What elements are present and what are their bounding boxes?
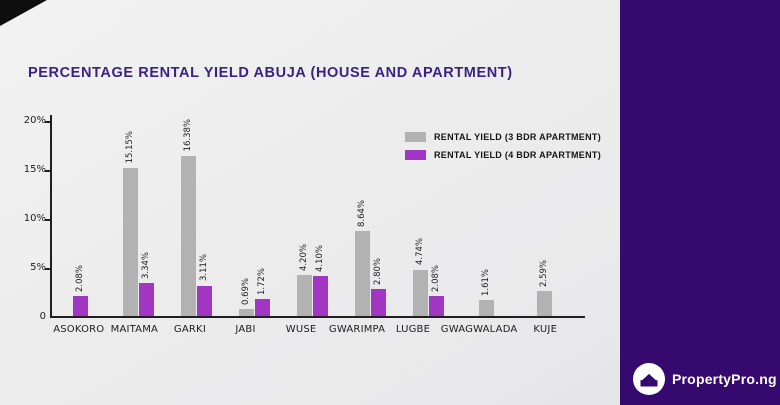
category-label-lugbe: LUGBE: [395, 324, 431, 335]
bar-value-label: 4.10%: [314, 244, 325, 272]
bar-3bdr-jabi: [238, 309, 254, 316]
category-label-wuse: WUSE: [285, 324, 317, 335]
bar-3bdr-maitama: [122, 167, 138, 316]
bar-unit: 2.59%: [536, 259, 552, 316]
bar-pair: 4.20% 4.10%: [296, 243, 328, 316]
bar-value-label: 3.34%: [140, 252, 151, 280]
bar-pair: 16.38% 3.11%: [180, 119, 212, 316]
bar-unit: 2.08%: [428, 264, 444, 316]
bar-unit: 2.80%: [370, 257, 386, 316]
y-axis-line: [50, 115, 52, 318]
bar-value-label: 2.08%: [74, 264, 85, 292]
brand-panel: PropertyPro.ng: [620, 0, 780, 405]
bar-pair: 15.15% 3.34%: [122, 131, 154, 316]
bar-value-label: 1.61%: [480, 269, 491, 297]
brand-name: PropertyPro.ng: [672, 371, 777, 387]
category-label-garki: GARKI: [173, 324, 206, 335]
bar-value-label: 15.15%: [124, 131, 135, 164]
category-label-kuje: KUJE: [533, 324, 558, 335]
bar-unit: 15.15%: [122, 131, 138, 316]
bar-value-label: 0.69%: [240, 278, 251, 306]
bar-group-lugbe: 4.74% 2.08%: [399, 238, 457, 316]
bar-value-label: 2.59%: [538, 259, 549, 287]
bar-unit: 2.08%: [72, 264, 88, 316]
category-label-gwarimpa: GWARIMPA: [328, 324, 386, 335]
category-label-jabi: JABI: [235, 324, 256, 335]
bar-unit: 8.64%: [354, 200, 370, 316]
bar-unit: 3.11%: [196, 254, 212, 316]
bar-4bdr-lugbe: [428, 295, 444, 316]
bar-unit: 3.34%: [138, 252, 154, 316]
bar-4bdr-gwarimpa: [370, 288, 386, 316]
bar-3bdr-lugbe: [412, 269, 428, 316]
y-tick-label-20: 20%: [23, 115, 46, 126]
y-tick-label-15: 15%: [23, 164, 46, 175]
bar-value-label: 4.20%: [298, 243, 309, 271]
category-labels: ASOKORO MAITAMA GARKI JABI WUSE GWARIMPA LUGBE…: [51, 324, 573, 335]
bar-value-label: 3.11%: [198, 254, 209, 282]
bar-3bdr-gwagwalada: [478, 300, 494, 316]
propertypro-house-icon: [633, 363, 665, 395]
bar-pair: 8.64% 2.80%: [354, 200, 386, 316]
bar-3bdr-gwarimpa: [354, 231, 370, 316]
bar-4bdr-jabi: [254, 299, 270, 316]
y-tick-label-0: 0: [39, 311, 46, 322]
bar-value-label: 2.80%: [372, 257, 383, 285]
category-label-gwagwalada: GWAGWALADA: [440, 324, 518, 335]
bar-value-label: 1.72%: [256, 268, 267, 296]
bar-groups: 2.08% 15.15% 3.34% 16.38% 3.11% 0.69% 1.72% 4.2…: [51, 98, 573, 316]
y-tick-mark: [45, 121, 50, 123]
bar-3bdr-kuje: [536, 290, 552, 316]
bar-4bdr-asokoro: [72, 295, 88, 316]
bar-unit: 4.74%: [412, 238, 428, 316]
bar-group-gwarimpa: 8.64% 2.80%: [341, 200, 399, 316]
x-axis-line: [50, 316, 585, 318]
bar-group-gwagwalada: 1.61%: [457, 269, 515, 316]
bar-group-maitama: 15.15% 3.34%: [109, 131, 167, 316]
bar-4bdr-wuse: [312, 275, 328, 316]
legend-swatch-3bdr: [405, 131, 426, 142]
chart-title: PERCENTAGE RENTAL YIELD ABUJA (HOUSE AND…: [28, 65, 513, 81]
bar-pair: 2.59%: [536, 259, 552, 316]
bar-group-jabi: 0.69% 1.72%: [225, 268, 283, 316]
category-label-maitama: MAITAMA: [110, 324, 159, 335]
chart-legend: RENTAL YIELD (3 BDR APARTMENT) RENTAL YI…: [405, 129, 601, 165]
bar-unit: 4.20%: [296, 243, 312, 316]
legend-label-4bdr: RENTAL YIELD (4 BDR APARTMENT): [434, 149, 602, 160]
brand-logo: PropertyPro.ng: [632, 362, 777, 396]
legend-row-3bdr: RENTAL YIELD (3 BDR APARTMENT): [405, 129, 601, 144]
bar-unit: 1.72%: [254, 268, 270, 316]
y-tick-label-10: 10%: [23, 213, 46, 224]
bar-4bdr-maitama: [138, 283, 154, 316]
bar-group-wuse: 4.20% 4.10%: [283, 244, 341, 316]
bar-group-asokoro: 2.08%: [51, 265, 109, 316]
bar-pair: 4.74% 2.08%: [412, 238, 444, 316]
bar-value-label: 2.08%: [430, 264, 441, 292]
bar-unit: 1.61%: [478, 269, 494, 316]
bar-4bdr-garki: [196, 285, 212, 316]
y-tick-mark: [45, 170, 50, 172]
bar-3bdr-garki: [180, 155, 196, 316]
y-tick-mark: [45, 219, 50, 221]
legend-swatch-4bdr: [405, 149, 426, 160]
bar-pair: 0.69% 1.72%: [238, 268, 270, 316]
category-label-asokoro: ASOKORO: [53, 324, 105, 335]
bar-unit: 0.69%: [238, 278, 254, 316]
y-tick-label-5: 5%: [30, 262, 46, 273]
bar-unit: 4.10%: [312, 244, 328, 316]
bar-value-label: 4.74%: [414, 238, 425, 266]
bar-value-label: 8.64%: [356, 200, 367, 228]
legend-label-3bdr: RENTAL YIELD (3 BDR APARTMENT): [434, 131, 602, 142]
bar-unit: 16.38%: [180, 119, 196, 316]
bar-value-label: 16.38%: [182, 119, 193, 152]
bar-pair: 1.61%: [478, 269, 494, 316]
legend-row-4bdr: RENTAL YIELD (4 BDR APARTMENT): [405, 147, 601, 162]
bar-3bdr-wuse: [296, 274, 312, 316]
bar-pair: 2.08%: [72, 264, 88, 316]
corner-triangle-decoration: [0, 0, 47, 26]
bar-group-kuje: 2.59%: [515, 260, 573, 316]
bar-group-garki: 16.38% 3.11%: [167, 119, 225, 316]
y-tick-mark: [45, 268, 50, 270]
